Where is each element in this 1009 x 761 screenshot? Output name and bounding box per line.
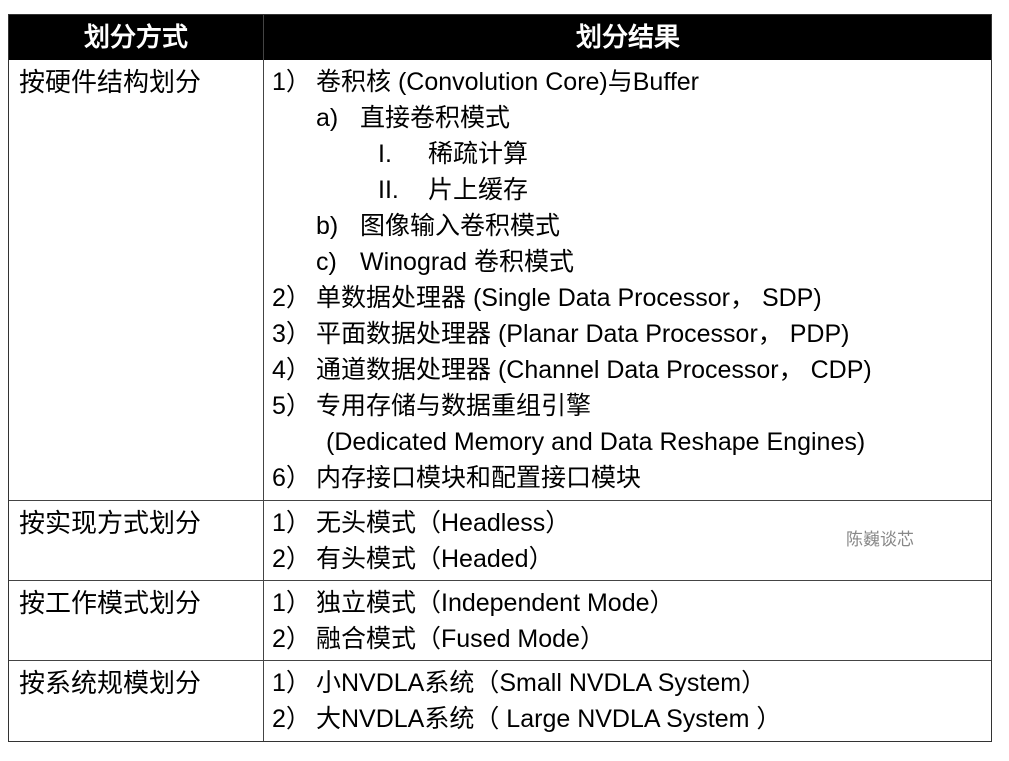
classification-table: 划分方式 划分结果 [8, 14, 992, 742]
list-item-marker: 4） [272, 356, 311, 384]
list-item-marker: 2） [272, 545, 311, 573]
list-item-marker: 2） [272, 625, 311, 653]
list-item-text: 独立模式（Independent Mode） [316, 589, 675, 617]
list-item-text: 图像输入卷积模式 [360, 212, 561, 240]
list-item-text: 卷积核 (Convolution Core)与Buffer [316, 68, 700, 96]
list-item-marker: c) [316, 248, 337, 276]
table-header: 划分方式 划分结果 [9, 15, 991, 60]
list-item-marker: 1） [272, 669, 311, 697]
row-method-label: 按工作模式划分 [19, 588, 202, 618]
list-item-text: 直接卷积模式 [360, 104, 511, 132]
list-item-marker: 3） [272, 320, 311, 348]
list-item-text: 片上缓存 [428, 176, 529, 204]
list-item-marker: 1） [272, 509, 311, 537]
list-item-text: 单数据处理器 (Single Data Processor， SDP) [316, 284, 822, 312]
row-method-label: 按硬件结构划分 [19, 67, 202, 97]
column-divider [263, 15, 264, 741]
list-item-text: 平面数据处理器 (Planar Data Processor， PDP) [316, 320, 850, 348]
list-item-text: 小NVDLA系统（Small NVDLA System） [316, 669, 767, 697]
row-divider [9, 580, 991, 581]
list-item-marker: 1） [272, 68, 311, 96]
list-item-marker: 2） [272, 705, 311, 733]
list-item-text: 大NVDLA系统（ Large NVDLA System ） [316, 705, 782, 733]
watermark: 陈巍谈芯 [846, 530, 914, 549]
list-item-text: 通道数据处理器 (Channel Data Processor， CDP) [316, 356, 872, 384]
header-method: 划分方式 [83, 22, 188, 52]
list-item-text: 稀疏计算 [428, 140, 529, 168]
list-item-marker: II. [378, 176, 399, 204]
list-item-text: 专用存储与数据重组引擎 [316, 392, 592, 420]
list-item-text: 无头模式（Headless） [316, 509, 571, 537]
row-divider [9, 500, 991, 501]
list-item-marker: I. [378, 140, 392, 168]
list-item-marker: b) [316, 212, 339, 240]
list-item-text: Winograd 卷积模式 [360, 248, 574, 276]
header-result: 划分结果 [575, 22, 680, 52]
row-method-label: 按系统规模划分 [19, 668, 202, 698]
list-item-text: 内存接口模块和配置接口模块 [316, 464, 642, 492]
list-item-text: 融合模式（Fused Mode） [316, 625, 605, 653]
list-item-marker: 1） [272, 589, 311, 617]
list-item-marker: a) [316, 104, 339, 132]
list-item-marker: 6） [272, 464, 311, 492]
list-item-marker: 5） [272, 392, 311, 420]
row-method-label: 按实现方式划分 [19, 508, 202, 538]
list-item-text: 有头模式（Headed） [316, 545, 554, 573]
row-divider [9, 660, 991, 661]
list-item-marker: 2） [272, 284, 311, 312]
list-item-text: (Dedicated Memory and Data Reshape Engin… [326, 428, 866, 456]
